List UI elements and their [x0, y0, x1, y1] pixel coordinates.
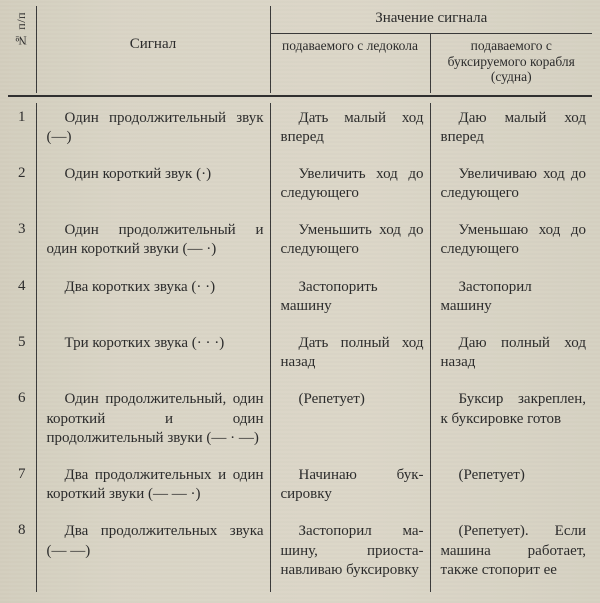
row-signal: Три коротких звука (· · ·) [47, 334, 264, 353]
col-header-number-text: № п/п [14, 10, 29, 50]
row-signal: Один продолжитель­ный, один короткий и о… [47, 390, 264, 448]
row-number: 7 [8, 460, 36, 516]
table-row: 3 Один продолжитель­ный и один короткий … [8, 215, 592, 271]
row-signal: Один продолжитель­ный и один короткий зв… [47, 221, 264, 259]
table-row: 1 Один продолжитель­ный звук (—) Дать ма… [8, 103, 592, 159]
scanned-page: № п/п Сигнал Значение сигнала подаваемог… [0, 0, 600, 603]
col-header-signal: Сигнал [36, 6, 270, 93]
row-meaning-b: (Репетует). Если машина работает, также … [441, 522, 587, 580]
row-meaning-a: Уменьшить ход до следующего [281, 221, 424, 259]
row-number: 6 [8, 384, 36, 460]
row-signal: Два продолжительных звука (— —) [47, 522, 264, 560]
col-header-number: № п/п [8, 6, 36, 93]
table-header-row-1: № п/п Сигнал Значение сигнала [8, 6, 592, 34]
row-meaning-a: Застопорить машину [281, 278, 424, 316]
row-signal: Два коротких звука (· ·) [47, 278, 264, 297]
row-number: 8 [8, 516, 36, 592]
header-separator [8, 93, 592, 103]
row-meaning-b: Буксир закреп­лен, к буксировке готов [441, 390, 587, 428]
row-meaning-a: Дать малый ход вперед [281, 109, 424, 147]
row-number: 1 [8, 103, 36, 159]
col-header-meaning-a: подаваемого с ледокола [270, 34, 430, 93]
row-meaning-a: (Репетует) [281, 390, 424, 409]
row-signal: Один продолжитель­ный звук (—) [47, 109, 264, 147]
row-signal: Два продолжительных и один короткий звук… [47, 466, 264, 504]
row-meaning-b: Застопорил машину [441, 278, 587, 316]
table-row: 7 Два продолжительных и один короткий зв… [8, 460, 592, 516]
table-row: 8 Два продолжительных звука (— —) Застоп… [8, 516, 592, 592]
row-meaning-b: Даю полный ход назад [441, 334, 587, 372]
col-header-meaning-b: подаваемого с буксируемого корабля (судн… [430, 34, 592, 93]
row-number: 3 [8, 215, 36, 271]
row-number: 4 [8, 272, 36, 328]
table-row: 2 Один короткий звук (·) Увеличить ход д… [8, 159, 592, 215]
row-meaning-b: (Репетует) [441, 466, 587, 485]
row-number: 2 [8, 159, 36, 215]
row-signal: Один короткий звук (·) [47, 165, 264, 184]
table-row: 5 Три коротких звука (· · ·) Дать полный… [8, 328, 592, 384]
row-meaning-a: Начинаю бук­сировку [281, 466, 424, 504]
row-meaning-a: Дать полный ход назад [281, 334, 424, 372]
row-number: 5 [8, 328, 36, 384]
table-row: 6 Один продолжитель­ный, один короткий и… [8, 384, 592, 460]
table-row: 4 Два коротких звука (· ·) Застопорить м… [8, 272, 592, 328]
signals-table: № п/п Сигнал Значение сигнала подаваемог… [8, 6, 592, 592]
row-meaning-a: Застопорил ма­шину, приоста­навливаю бук… [281, 522, 424, 580]
col-header-meaning: Значение сигнала [270, 6, 592, 34]
row-meaning-a: Увеличить ход до следующего [281, 165, 424, 203]
row-meaning-b: Даю малый ход вперед [441, 109, 587, 147]
row-meaning-b: Увеличиваю ход до следующего [441, 165, 587, 203]
row-meaning-b: Уменьшаю ход до следующего [441, 221, 587, 259]
